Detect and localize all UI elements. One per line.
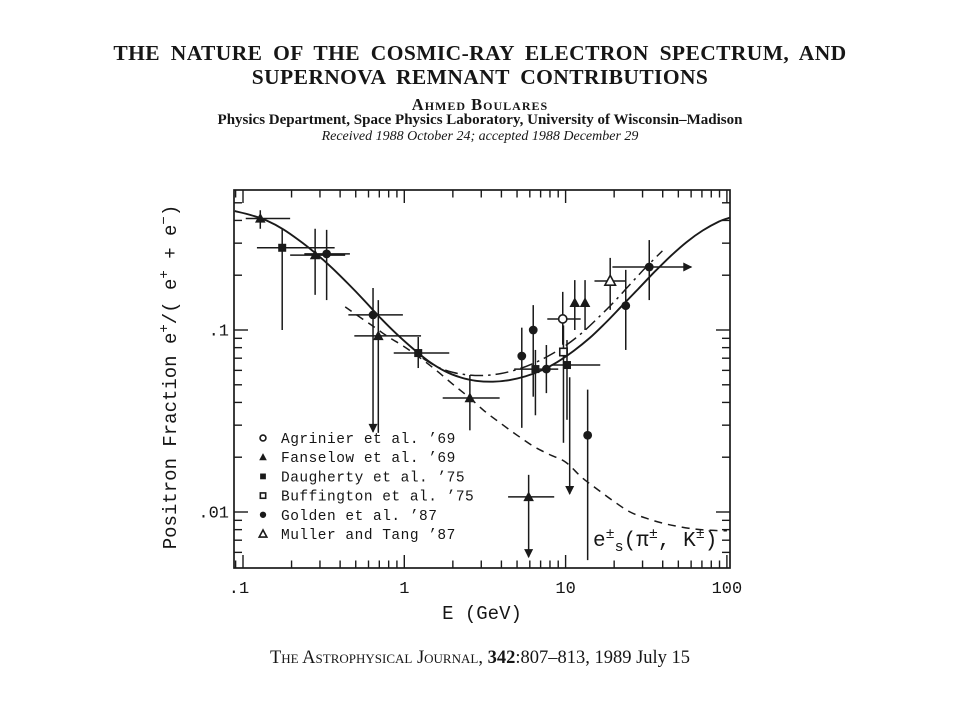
data-point	[558, 325, 568, 443]
x-tick-label: 100	[712, 580, 743, 599]
data-point	[442, 374, 500, 431]
journal-name: The Astrophysical Journal,	[269, 648, 488, 668]
marker-circle-filled	[541, 364, 551, 374]
journal-volume: 342	[487, 648, 516, 668]
series-dashed	[344, 306, 727, 532]
legend-item: Agrinier et al. ’69	[259, 432, 456, 448]
x-axis-title: E (GeV)	[442, 603, 522, 625]
data-point	[569, 280, 581, 330]
marker-circle-filled	[368, 310, 378, 320]
journal-citation: The Astrophysical Journal, 342:807–813, …	[0, 648, 960, 669]
marker-triangle-filled	[523, 491, 534, 502]
marker-circle-open	[557, 314, 568, 324]
marker-circle-filled	[583, 430, 593, 440]
marker-triangle-filled	[569, 297, 581, 308]
y-tick-label: .01	[198, 505, 229, 524]
journal-pages-date: :807–813, 1989 July 15	[515, 648, 691, 668]
marker-circle-filled	[322, 249, 332, 259]
data-point	[304, 229, 350, 301]
legend-item: Muller and Tang ’87	[257, 528, 456, 544]
marker-square-filled	[278, 243, 287, 252]
data-point	[517, 327, 527, 428]
legend-label: Muller and Tang ’87	[281, 528, 456, 544]
data-point	[541, 345, 551, 394]
marker-triangle-filled	[254, 212, 266, 223]
legend-item: Buffington et al. ’75	[259, 490, 474, 506]
received-accepted-dates: Received 1988 October 24; accepted 1988 …	[321, 129, 639, 144]
legend-item: Fanselow et al. ’69	[259, 451, 456, 467]
affiliation: Physics Department, Space Physics Labora…	[217, 112, 743, 128]
series-solid	[234, 210, 731, 383]
marker-square-filled	[414, 349, 423, 358]
data-points	[245, 210, 693, 561]
data-point	[621, 269, 631, 350]
data-point	[348, 288, 403, 433]
plot-frame	[233, 189, 731, 569]
y-tick-label: .1	[209, 323, 229, 342]
axis-ticks	[234, 190, 730, 568]
author-name: Ahmed Boulares	[411, 95, 549, 114]
legend-label: Fanselow et al. ’69	[281, 451, 456, 467]
marker-triangle-filled	[464, 392, 476, 403]
data-point	[256, 228, 335, 330]
legend-item: Golden et al. ’87	[259, 509, 437, 525]
secondary-positron-annotation: e±s(π±, K±)	[593, 526, 717, 556]
data-point	[514, 349, 559, 416]
series-dashdot	[422, 250, 663, 377]
data-point	[612, 240, 693, 301]
marker-circle-filled	[644, 262, 654, 272]
marker-triangle-filled	[259, 453, 267, 461]
marker-circle-filled	[621, 301, 631, 311]
marker-circle-filled	[259, 511, 267, 518]
data-point	[551, 340, 601, 420]
data-point	[583, 389, 593, 561]
annotation: e±s(π±, K±)	[593, 526, 717, 556]
marker-triangle-filled	[579, 297, 591, 308]
legend-label: Golden et al. ’87	[281, 509, 437, 525]
marker-triangle-filled	[373, 330, 384, 341]
data-point	[245, 210, 291, 229]
marker-square-filled	[260, 473, 266, 480]
upper-limit-arrow	[565, 377, 575, 495]
legend-label: Buffington et al. ’75	[281, 490, 474, 506]
marker-circle-filled	[528, 325, 538, 335]
marker-circle-open	[259, 434, 267, 442]
x-tick-label: 1	[399, 580, 409, 599]
data-point	[579, 280, 591, 330]
axis-labels: .1 1 10 100 .1 .01 E (GeV) Positron Fraction e+…	[157, 205, 742, 625]
x-tick-label: 10	[555, 580, 575, 599]
marker-square-open	[558, 347, 568, 357]
data-point	[528, 305, 538, 397]
marker-square-open	[259, 492, 267, 500]
data-point	[594, 257, 626, 310]
data-point	[393, 337, 450, 369]
marker-square-filled	[562, 361, 571, 370]
paper-title-line2: SUPERNOVA REMNANT CONTRIBUTIONS	[251, 65, 709, 89]
data-point	[508, 474, 555, 559]
marker-square-filled	[531, 365, 540, 374]
data-point	[354, 300, 422, 433]
marker-triangle-open	[257, 528, 269, 538]
legend-item: Daugherty et al. ’75	[260, 470, 465, 486]
marker-triangle-open	[603, 273, 617, 286]
legend-label: Daugherty et al. ’75	[281, 470, 465, 486]
x-tick-label: .1	[229, 580, 249, 599]
legend-label: Agrinier et al. ’69	[281, 432, 456, 448]
y-axis-title: Positron Fraction e+/( e+ + e−)	[157, 205, 182, 549]
marker-circle-filled	[517, 351, 527, 361]
paper-title-line1: THE NATURE OF THE COSMIC-RAY ELECTRON SP…	[113, 41, 847, 65]
legend: Agrinier et al. ’69 Fanselow et al. ’69 Da…	[257, 432, 474, 544]
